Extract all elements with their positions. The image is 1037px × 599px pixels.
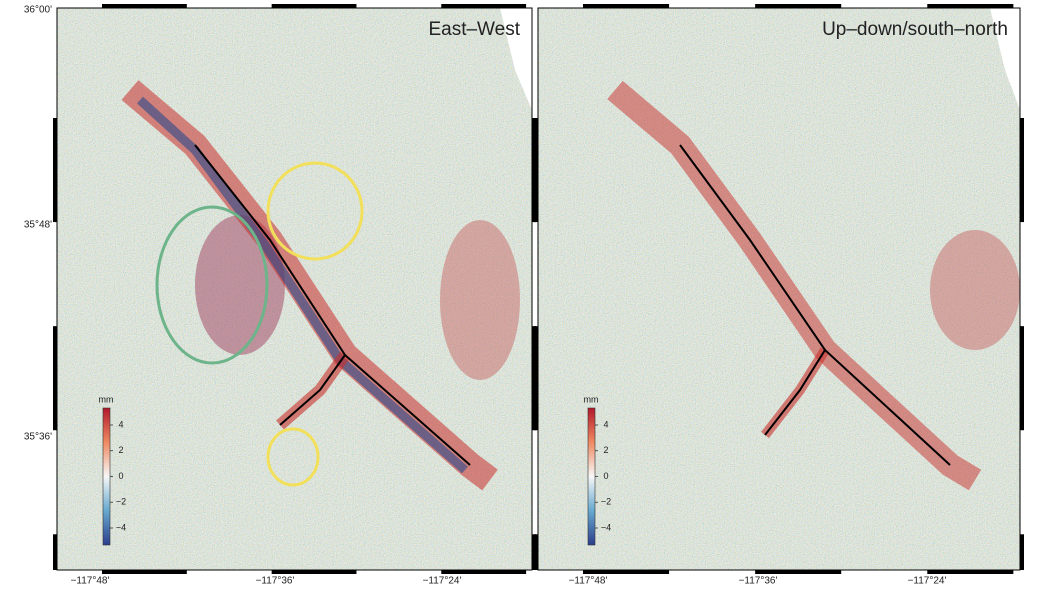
colorbar-tick-label: −2: [601, 497, 611, 507]
lon-label: −117°36': [739, 576, 778, 587]
colorbar-tick-label: 2: [118, 445, 123, 455]
lat-label: 35°36': [24, 432, 52, 443]
colorbar: [587, 407, 596, 546]
frame-tick: [583, 570, 670, 574]
frame-tick: [1020, 118, 1024, 223]
fault-trace: [764, 349, 826, 436]
lon-label: −117°48': [71, 576, 110, 587]
colorbar-tick-label: −4: [601, 522, 611, 532]
highlight-circle: [155, 205, 269, 365]
frame-tick: [53, 118, 57, 223]
frame-tick: [534, 118, 538, 223]
lon-label: −117°48': [569, 576, 608, 587]
no-data: [990, 8, 1020, 110]
lon-label: −117°36': [256, 576, 295, 587]
frame-tick: [441, 4, 527, 8]
fault-trace: [279, 354, 346, 426]
lat-label: 36°00': [24, 5, 52, 16]
map-a: [57, 8, 532, 570]
fault-trace: [679, 144, 951, 466]
fault-zone: [136, 96, 468, 474]
frame-tick: [271, 4, 357, 8]
deformation-zone: [440, 220, 520, 380]
lon-label: −117°24': [423, 576, 462, 587]
colorbar-tick-label: −4: [116, 522, 126, 532]
no-data: [500, 8, 532, 110]
colorbar-tick-label: 0: [603, 471, 608, 481]
frame-tick: [755, 570, 842, 574]
frame-tick: [534, 326, 538, 431]
highlight-circle: [266, 427, 320, 487]
highlight-circle: [266, 161, 364, 261]
frame-tick: [534, 534, 538, 570]
colorbar-tick-label: 0: [118, 471, 123, 481]
lon-label: −117°24': [908, 576, 947, 587]
frame-tick: [53, 534, 57, 570]
frame-tick: [583, 4, 670, 8]
colorbar: [102, 407, 111, 546]
frame-tick: [441, 570, 527, 574]
frame-tick: [1020, 534, 1024, 570]
frame-tick: [1020, 326, 1024, 431]
lat-label: 35°48': [24, 220, 52, 231]
map-b: [538, 8, 1020, 570]
panel-title: East–West: [428, 19, 520, 40]
frame-tick: [102, 4, 187, 8]
colorbar-unit: mm: [99, 394, 114, 404]
colorbar-unit: mm: [584, 394, 599, 404]
frame-tick: [271, 570, 357, 574]
frame-tick: [53, 326, 57, 431]
frame-tick: [927, 4, 1014, 8]
deformation-zone: [930, 230, 1020, 350]
panel-title: Up–down/south–north: [822, 19, 1008, 40]
frame-tick: [755, 4, 842, 8]
frame-tick: [927, 570, 1014, 574]
fault-trace: [194, 144, 471, 466]
frames: [53, 4, 1024, 574]
colorbar-tick-label: 4: [603, 419, 608, 429]
colorbar-tick-label: −2: [116, 497, 126, 507]
colorbar-tick-label: 2: [603, 445, 608, 455]
colorbar-tick-label: 4: [118, 419, 123, 429]
frame-tick: [102, 570, 187, 574]
